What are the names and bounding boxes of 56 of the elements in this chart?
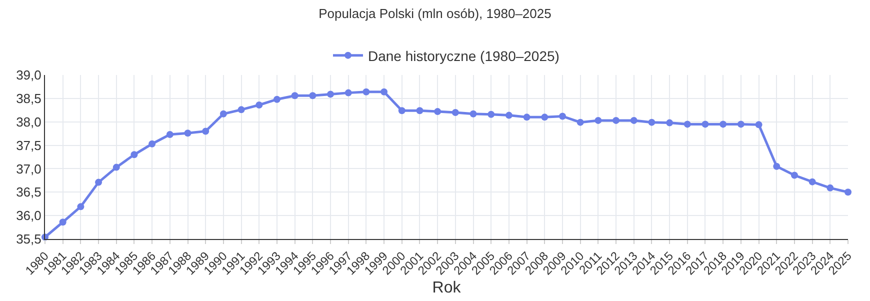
point [416,107,424,114]
point [362,88,370,96]
point [576,118,584,126]
point [612,116,620,124]
point [309,92,316,100]
point [202,128,210,135]
point [470,110,477,118]
point [755,121,762,128]
point [184,130,192,137]
point [720,120,727,128]
point [256,101,263,108]
point [273,96,280,103]
point [327,90,334,98]
point [648,118,656,126]
y-tick-label: 38,5 [16,90,42,106]
point [773,162,780,170]
x-axis-title: Rok [432,279,462,296]
point [77,203,84,210]
point [684,120,691,128]
point [452,108,459,116]
point [434,108,442,116]
point [291,92,298,100]
y-tick-label: 37,0 [16,161,42,176]
y-tick-label: 38,0 [16,114,42,130]
point [558,112,566,120]
point [702,120,709,128]
point [630,116,638,124]
legend-label: Dane historyczne (1980–2025) [368,48,560,64]
point [130,151,138,158]
point [380,88,388,96]
point [220,110,227,118]
chart-title: Populacja Polski (mln osób), 1980–2025 [318,6,552,22]
point [808,178,816,186]
point [666,119,674,126]
point [844,188,852,196]
y-tick-label: 35,5 [16,232,42,247]
point [344,89,352,96]
point [594,116,602,124]
point [112,164,120,171]
y-tick-label: 36,0 [16,208,42,224]
point [790,172,798,179]
point [541,114,548,121]
point [737,120,744,128]
point [238,106,245,114]
point [166,131,174,138]
point [59,218,66,226]
point [488,110,495,118]
y-tick-label: 39,0 [16,68,42,83]
point [523,114,530,121]
y-tick-label: 36,5 [16,184,42,200]
point [826,184,834,192]
point [398,107,406,114]
point [148,140,156,148]
point [95,178,102,186]
y-tick-label: 37,5 [16,138,42,153]
point [505,112,512,119]
